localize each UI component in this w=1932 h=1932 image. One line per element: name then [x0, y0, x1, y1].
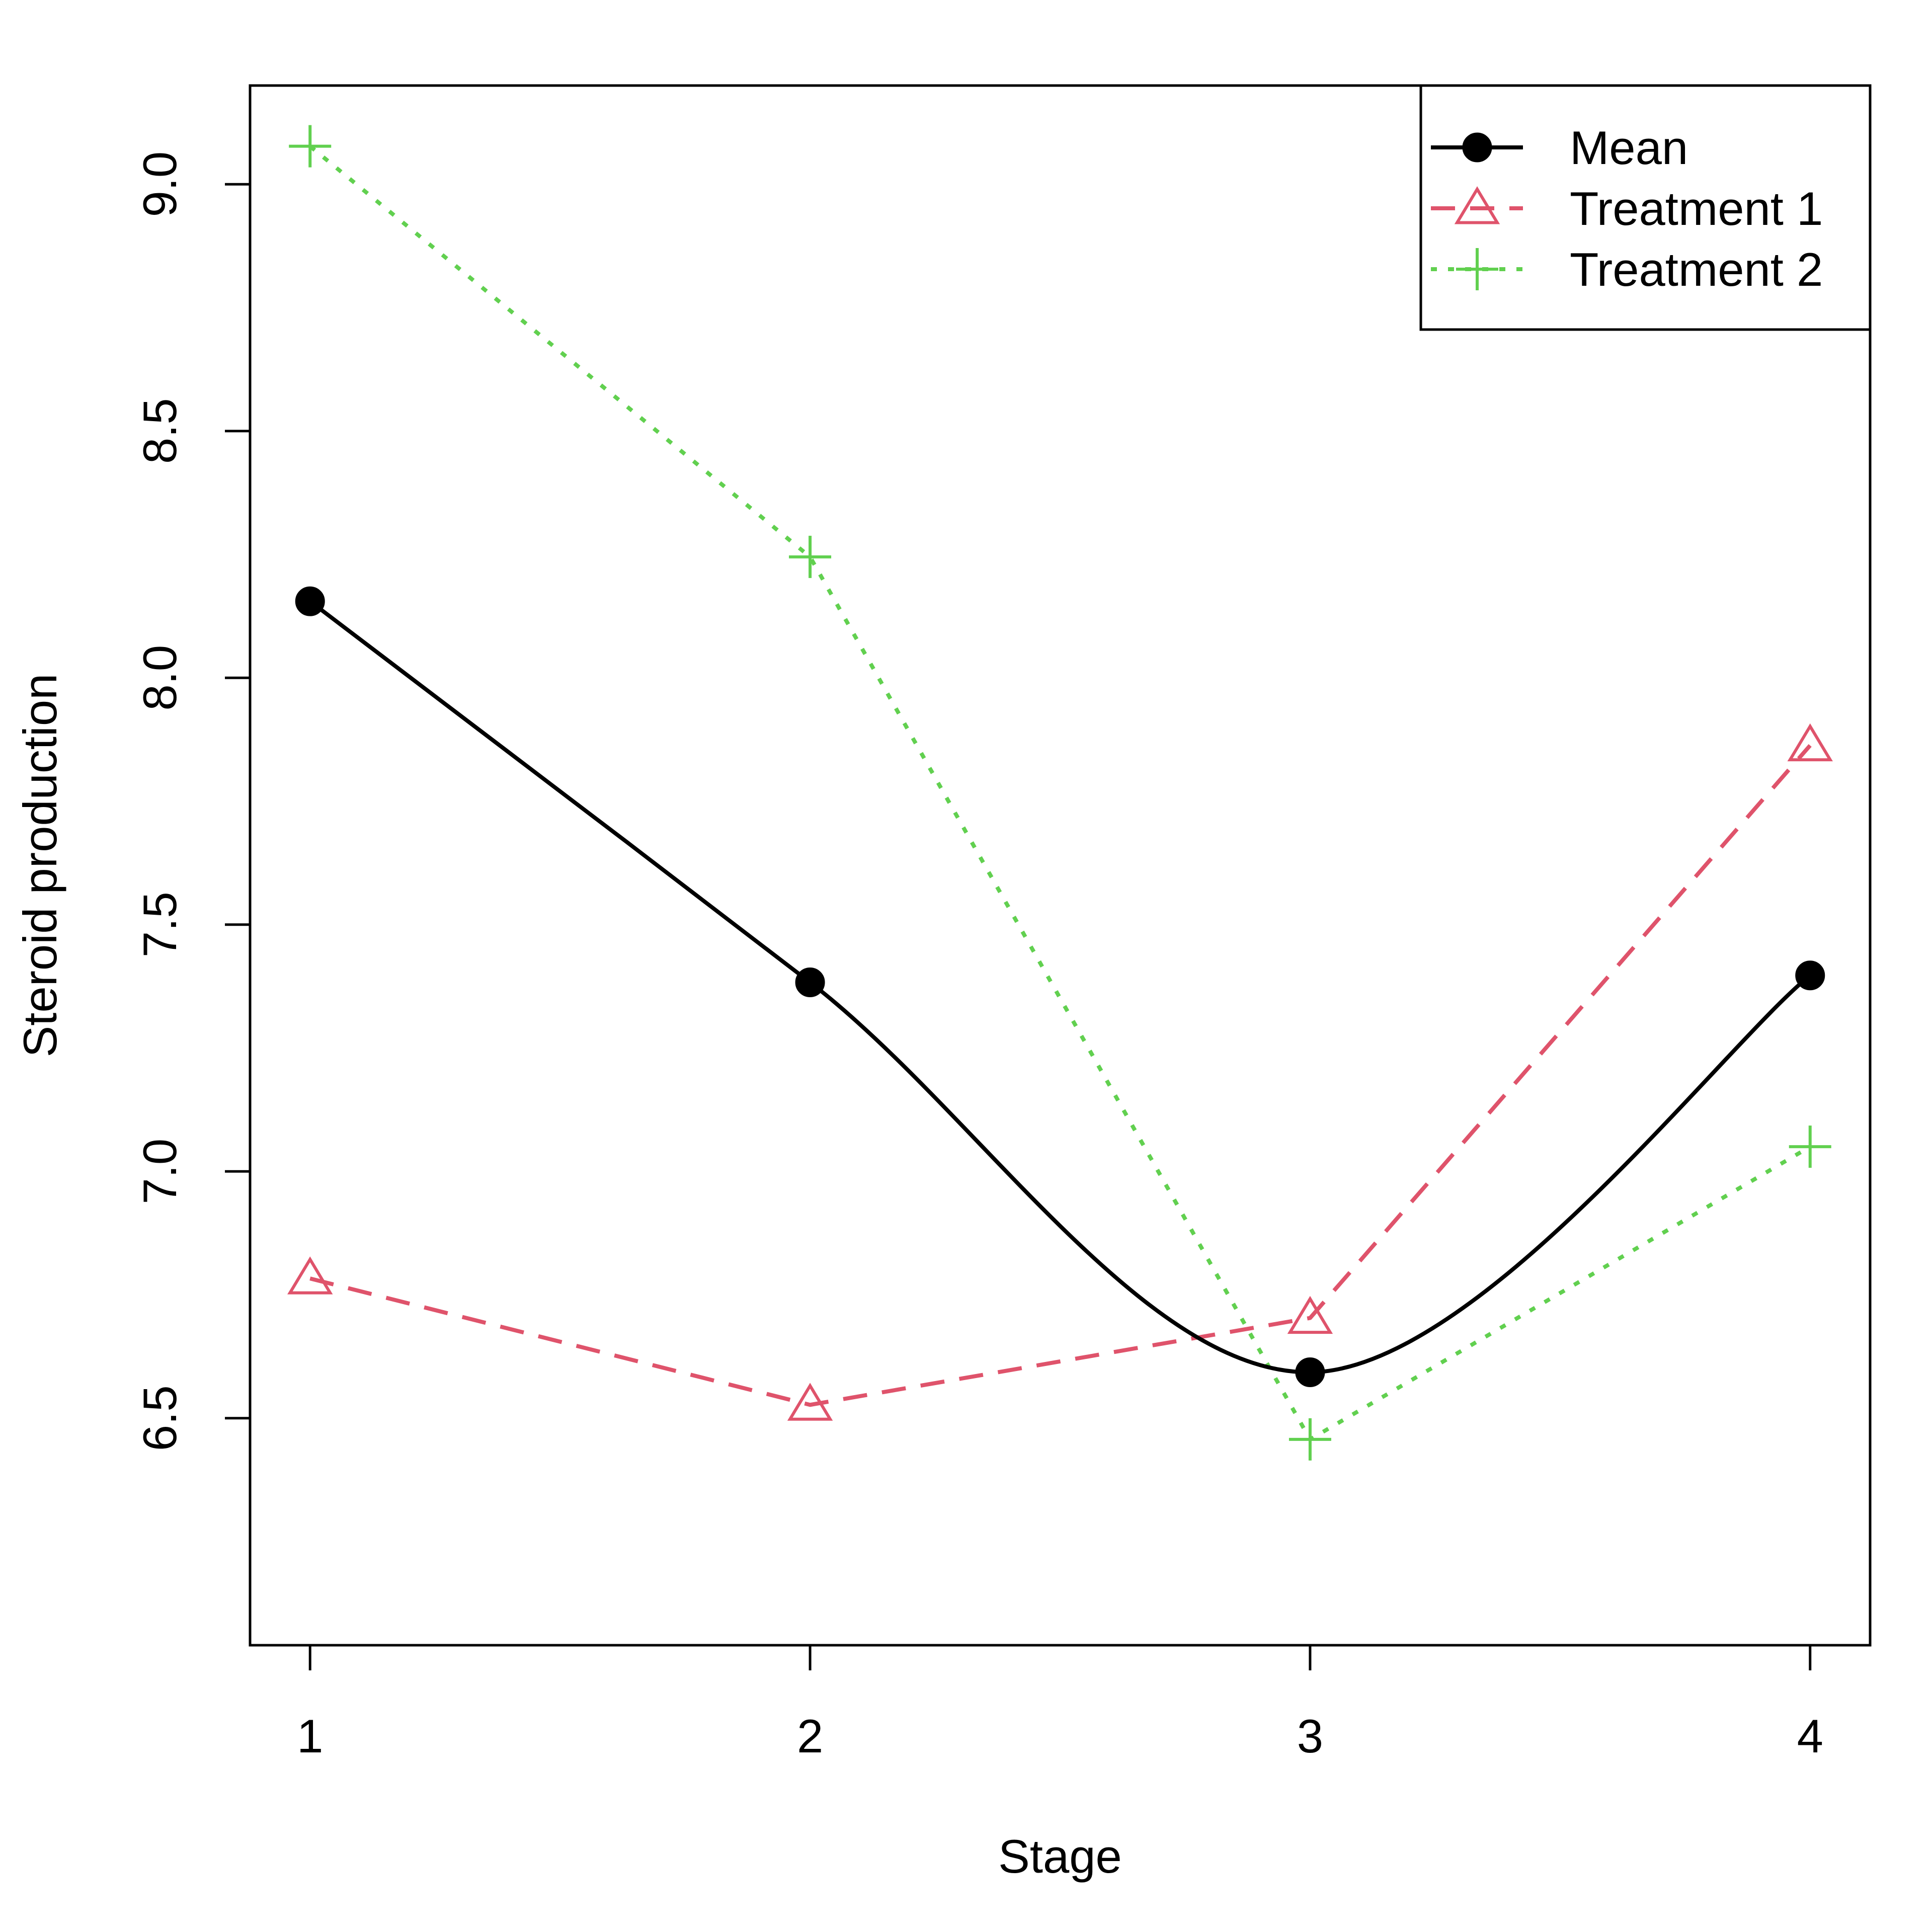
- data-point-mean: [1295, 1357, 1325, 1387]
- x-axis-label: Stage: [998, 1830, 1122, 1883]
- data-point-treatment-2: [789, 535, 832, 578]
- series-line-mean: [308, 599, 1812, 1375]
- series-line-treatment-1: [309, 744, 1812, 1407]
- data-point-treatment-2: [1289, 1418, 1331, 1461]
- data-point-treatment-1: [1287, 1296, 1333, 1334]
- series-treatment-2: [289, 125, 1831, 1461]
- data-point-mean: [795, 968, 825, 997]
- legend-label-treatment-1: Treatment 1: [1570, 182, 1823, 235]
- data-point-treatment-1: [1787, 723, 1833, 762]
- data-point-mean: [1795, 960, 1825, 991]
- y-tick-label: 7.0: [133, 1139, 186, 1204]
- series-treatment-1: [287, 723, 1833, 1421]
- data-point-treatment-1: [287, 1256, 333, 1295]
- legend-marker-mean: [1462, 132, 1492, 163]
- x-axis: 1 2 3 4: [297, 1644, 1823, 1762]
- y-axis: 6.5 7.0 7.5 8.0 8.5 9.0: [133, 151, 252, 1451]
- y-tick-label: 8.5: [133, 398, 186, 464]
- x-tick-label: 4: [1797, 1710, 1823, 1762]
- legend: Mean Treatment 1 Treatment 2: [1419, 84, 1872, 331]
- legend-label-mean: Mean: [1570, 121, 1688, 174]
- series-line-treatment-2: [308, 144, 1811, 1441]
- legend-marker-treatment-1: [1454, 186, 1500, 224]
- y-axis-label: Steroid production: [14, 674, 66, 1058]
- y-tick-label: 7.5: [133, 892, 186, 957]
- series-layer: [287, 125, 1833, 1461]
- legend-box: [1419, 84, 1872, 331]
- data-point-mean: [295, 586, 325, 616]
- y-tick-label: 8.0: [133, 645, 186, 711]
- x-tick-label: 3: [1297, 1710, 1323, 1762]
- legend-marker-treatment-2: [1456, 248, 1498, 290]
- series-mean: [295, 586, 1825, 1387]
- x-tick-label: 1: [297, 1710, 323, 1762]
- y-tick-label: 9.0: [133, 151, 186, 217]
- legend-label-treatment-2: Treatment 2: [1570, 243, 1823, 296]
- data-point-treatment-2: [1789, 1125, 1831, 1168]
- data-point-treatment-2: [289, 125, 332, 168]
- data-point-treatment-1: [787, 1383, 833, 1421]
- x-tick-label: 2: [797, 1710, 823, 1762]
- y-tick-label: 6.5: [133, 1385, 186, 1451]
